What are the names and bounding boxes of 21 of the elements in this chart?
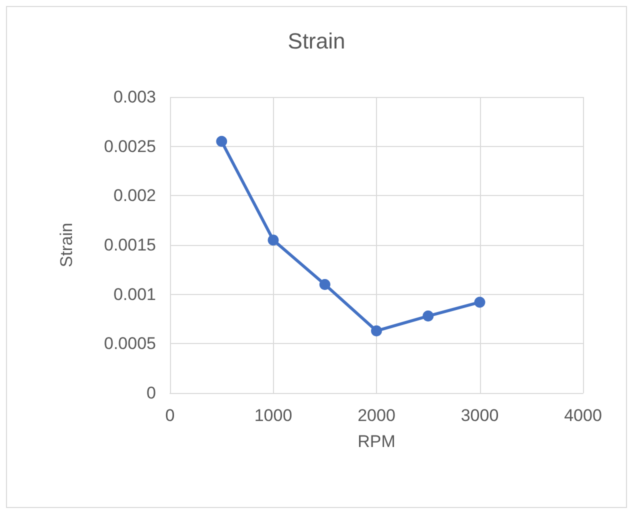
point [216, 136, 228, 147]
x-tick-label: 2000 [358, 406, 396, 425]
x-axis-title: RPM [358, 432, 396, 451]
y-axis-title: Strain [57, 222, 76, 268]
point [474, 296, 486, 308]
y-tick-label: 0.003 [113, 88, 156, 106]
point [371, 325, 382, 336]
chart-title: Strain [288, 28, 346, 54]
point [268, 234, 279, 246]
x-tick-label: 1000 [254, 406, 292, 425]
y-tick-label: 0.0025 [104, 136, 156, 156]
y-tick-label: 0.0005 [104, 334, 156, 354]
x-tick-label: 0 [165, 406, 175, 425]
x-tick-label: 4000 [564, 406, 602, 425]
y-tick-label: 0 [146, 384, 156, 402]
x-tick-label: 3000 [460, 406, 499, 425]
y-tick-label: 0.001 [113, 284, 156, 304]
point [319, 278, 330, 290]
y-tick-label: 0.0015 [104, 236, 156, 254]
point [422, 310, 434, 322]
y-tick-label: 0.002 [113, 186, 156, 206]
